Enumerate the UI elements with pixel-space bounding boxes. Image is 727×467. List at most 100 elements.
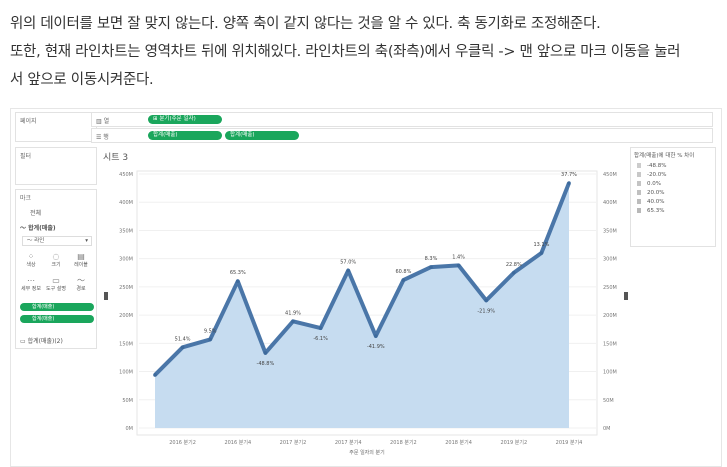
y-tick-label-left: 50M <box>122 398 133 404</box>
data-label: 8.3% <box>425 256 438 262</box>
legend-swatch <box>637 190 641 195</box>
legend-item: 0.0% <box>637 180 661 188</box>
data-point[interactable] <box>374 334 378 338</box>
path-icon: 〜 <box>77 276 85 285</box>
label-label: 레이블 <box>74 262 88 268</box>
legend-item: 40.0% <box>637 198 664 206</box>
marks-pill-2[interactable]: 합계(매출) <box>20 315 94 323</box>
data-point[interactable] <box>236 279 240 284</box>
columns-label-text: 열 <box>103 118 110 125</box>
y-tick-label-left: 350M <box>119 228 133 234</box>
rows-pill-2[interactable]: 합계(매출) <box>225 131 299 140</box>
data-point[interactable] <box>401 278 406 282</box>
legend-title: 합계(매출)에 대한 % 차이 <box>634 153 695 159</box>
x-tick-label: 2016 분기2 <box>169 439 196 446</box>
rows-label: ☰ 행 <box>96 134 109 141</box>
data-label: 65.3% <box>230 270 246 276</box>
marks-all[interactable]: 전체 <box>30 210 42 217</box>
sheet-title: 시트 3 <box>103 152 128 163</box>
y-tick-label-right: 450M <box>603 172 617 178</box>
marks-sum-sales[interactable]: 〜 합계(매출) <box>20 225 56 232</box>
marks-sum-sales-text: 합계(매출) <box>28 225 56 232</box>
data-point[interactable] <box>263 351 268 355</box>
data-label: -41.9% <box>367 344 385 350</box>
x-tick-label: 2017 분기4 <box>335 439 362 446</box>
tooltip-label: 도구 설명 <box>46 286 66 292</box>
data-point[interactable] <box>346 268 350 273</box>
data-point[interactable] <box>180 345 185 350</box>
data-point[interactable] <box>456 263 461 268</box>
columns-shelf[interactable]: ▥ 열 ⊞ 분기(주문 일자) <box>91 112 713 127</box>
data-point[interactable] <box>291 319 295 324</box>
data-point[interactable] <box>429 265 433 269</box>
rows-pill-1[interactable]: 합계(매출) <box>148 131 222 140</box>
y-tick-label-right: 350M <box>603 228 617 234</box>
columns-pill[interactable]: ⊞ 분기(주문 일자) <box>148 115 222 124</box>
legend-item-text: -48.8% <box>647 163 667 169</box>
size-button[interactable]: ◌ 크기 <box>45 252 67 272</box>
data-label: 60.8% <box>395 269 411 275</box>
y-tick-label-right: 0M <box>603 426 611 432</box>
mark-type-dropdown[interactable]: 〜 라인 ▾ <box>22 236 92 246</box>
y-tick-label-right: 300M <box>603 257 617 263</box>
y-tick-label-right: 100M <box>603 370 617 376</box>
x-tick-label: 2019 분기4 <box>556 439 583 446</box>
mark-type-text: 라인 <box>34 238 45 244</box>
rows-label-text: 행 <box>103 134 109 141</box>
axis-handle-left-icon[interactable] <box>104 292 108 300</box>
color-button[interactable]: ⁘ 색상 <box>20 252 42 272</box>
legend-item: 20.0% <box>637 189 664 197</box>
data-label: 22.8% <box>506 262 522 268</box>
label-icon: ▤ <box>77 252 85 261</box>
marks-second[interactable]: ▭ 합계(매출)(2) <box>20 338 63 345</box>
chart-svg[interactable]: 시트 3 0M 50M 100M 150M 200M 250M 300M 350M 400M 45… <box>99 146 629 466</box>
color-label: 색상 <box>26 262 36 268</box>
detail-icon: ⋯ <box>27 276 35 285</box>
y-tick-label-left: 0M <box>126 426 134 432</box>
size-icon: ◌ <box>52 252 60 261</box>
data-point[interactable] <box>484 298 489 303</box>
pages-label: 페이지 <box>20 118 37 125</box>
data-point[interactable] <box>318 326 323 330</box>
data-label: 1.4% <box>452 254 465 260</box>
data-label: 37.7% <box>561 172 577 178</box>
filters-card[interactable]: 필터 <box>15 147 97 185</box>
legend-item-text: -20.0% <box>647 172 667 178</box>
y-tick-label-left: 200M <box>119 313 133 319</box>
data-point[interactable] <box>567 181 571 185</box>
legend-item-text: 40.0% <box>647 199 665 205</box>
data-point[interactable] <box>208 337 212 342</box>
x-tick-label: 2019 분기2 <box>500 439 527 446</box>
detail-button[interactable]: ⋯ 세부 정보 <box>20 276 42 296</box>
detail-label: 세부 정보 <box>21 286 41 292</box>
axis-handle-right-icon[interactable] <box>624 292 628 300</box>
line-series[interactable] <box>153 182 571 377</box>
legend-item-text: 0.0% <box>647 181 661 187</box>
y-tick-label-right: 400M <box>603 200 617 206</box>
columns-pill-text: 분기(주문 일자) <box>159 116 196 122</box>
filters-label: 필터 <box>20 153 32 160</box>
data-point[interactable] <box>512 270 516 275</box>
tooltip-icon: ▭ <box>52 276 60 285</box>
legend-item-text: 65.3% <box>647 208 665 214</box>
legend-swatch <box>637 208 641 213</box>
marks-pill-1[interactable]: 합계(매출) <box>20 303 94 311</box>
percent-diff-legend[interactable]: 합계(매출)에 대한 % 차이 -48.8% -20.0% 0.0% 20.0%… <box>630 147 716 247</box>
data-point[interactable] <box>539 251 544 255</box>
data-point[interactable] <box>153 373 157 377</box>
paragraph-line-1: 위의 데이터를 보면 잘 맞지 않는다. 양쪽 축이 같지 않다는 것을 알 수… <box>10 16 601 32</box>
path-label: 경로 <box>76 286 86 292</box>
x-tick-label: 2018 분기4 <box>445 439 472 446</box>
y-tick-label-left: 450M <box>119 172 133 178</box>
path-button[interactable]: 〜 경로 <box>70 276 92 296</box>
tooltip-button[interactable]: ▭ 도구 설명 <box>45 276 67 296</box>
label-button[interactable]: ▤ 레이블 <box>70 252 92 272</box>
paragraph-line-3: 서 앞으로 이동시켜준다. <box>10 72 154 88</box>
x-tick-label: 2017 분기2 <box>280 439 307 446</box>
legend-swatch <box>637 199 641 204</box>
y-tick-label-left: 100M <box>119 370 133 376</box>
rows-shelf[interactable]: ☰ 행 합계(매출) 합계(매출) <box>91 128 713 143</box>
legend-item-text: 20.0% <box>647 190 665 196</box>
marks-card[interactable]: 마크 전체 〜 합계(매출) 〜 라인 ▾ ⁘ 색상 ◌ 크기 ▤ 레이블 ⋯ 세부 정보… <box>15 189 97 349</box>
pages-card[interactable]: 페이지 <box>15 112 97 142</box>
